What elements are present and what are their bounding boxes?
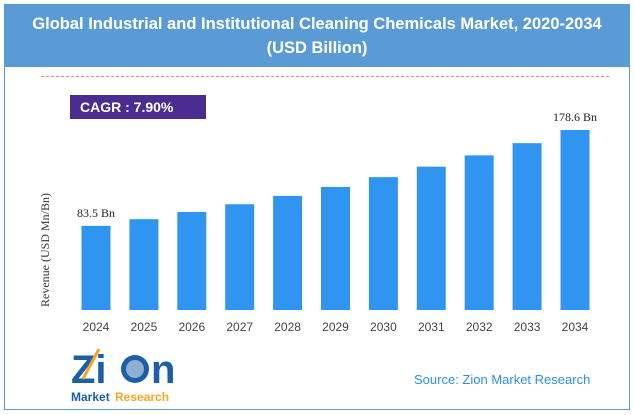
dashed-divider [41, 76, 609, 77]
y-axis-label: Revenue (USD Mn/Bn) [38, 193, 52, 307]
subtitle-text: (USD Billion) [266, 39, 368, 57]
bar-2026 [177, 212, 207, 310]
bar-2030 [368, 177, 398, 310]
bar-2034 [560, 129, 590, 310]
source-text: Source: Zion Market Research [414, 372, 591, 387]
data-label-first: 83.5 Bn [77, 206, 115, 220]
bar-2027 [225, 204, 255, 310]
x-tick-label: 2034 [562, 320, 589, 334]
x-tick-label: 2033 [514, 320, 541, 334]
title-text: Global Industrial and Institutional Clea… [32, 15, 602, 33]
svg-text:Research: Research [115, 390, 169, 404]
cagr-badge: CAGR : 7.90% [70, 95, 206, 119]
bar-2024 [81, 225, 111, 310]
x-tick-label: 2027 [226, 320, 253, 334]
bar-2032 [464, 155, 494, 310]
svg-text:Market: Market [71, 390, 110, 404]
x-tick-label: 2031 [418, 320, 445, 334]
chart-title: Global Industrial and Institutional Clea… [5, 5, 629, 67]
arrow-icon [81, 348, 101, 380]
bar-2031 [416, 166, 446, 310]
data-label-last: 178.6 Bn [553, 110, 597, 124]
x-tick-label: 2025 [131, 320, 158, 334]
x-tick-label: 2028 [274, 320, 301, 334]
bar-2029 [321, 186, 350, 310]
bar-2025 [129, 219, 159, 310]
x-tick-label: 2026 [178, 320, 205, 334]
x-tick-label: 2030 [370, 320, 397, 334]
x-tick-label: 2024 [83, 320, 110, 334]
svg-text:n: n [151, 348, 175, 392]
bar-2028 [273, 195, 303, 310]
bar-2033 [512, 143, 542, 310]
x-tick-label: 2029 [322, 320, 349, 334]
zion-logo: Zi n Market Research [71, 348, 175, 404]
x-tick-label: 2032 [466, 320, 493, 334]
